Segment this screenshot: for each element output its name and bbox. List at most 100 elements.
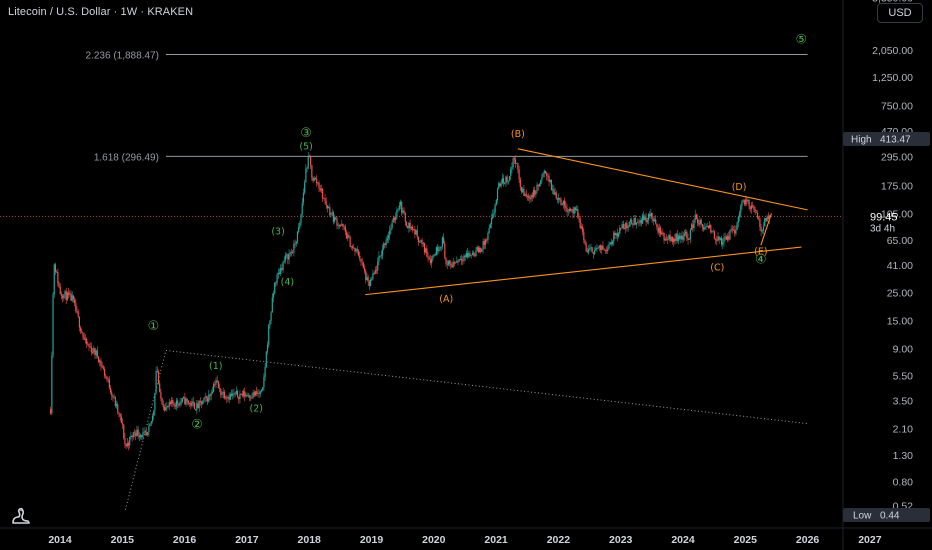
candle-body [343,226,345,228]
candle-body [402,210,404,213]
candle-body [447,261,450,265]
candle-body [275,282,277,284]
y-tick-label: 105.00 [881,208,913,220]
candle-body [199,400,202,402]
candle-body [730,229,732,231]
candle-body [75,302,77,312]
candle-body [590,247,592,249]
candle-body [64,291,66,295]
candle-body [339,225,342,227]
candle-body [587,249,590,253]
candle-body [362,262,364,268]
candle-body [70,293,72,301]
candle-body [95,350,97,356]
candle-body [578,217,580,219]
candle-body [756,212,759,219]
candle-body [175,400,178,407]
trend-line[interactable] [365,246,802,296]
candle-body [109,388,112,393]
candle-body [645,217,647,223]
candle-body [431,258,433,264]
wave-label: (A) [439,294,453,305]
candle-body [204,396,206,398]
candle-body [662,232,664,234]
candle-body [300,214,302,223]
candle-body [154,392,156,412]
candle-body [619,227,621,234]
x-tick-label: 2014 [48,534,72,546]
candle-body [314,178,317,180]
candle-body [652,219,654,222]
candle-body [185,398,187,405]
candle-body [101,365,103,368]
candle-body [167,406,169,407]
candle-body [71,295,73,301]
candle-body [543,170,545,174]
candle-body [179,401,181,406]
candle-body [477,247,479,253]
wave-label: (C) [710,262,724,273]
candle-body [117,404,119,413]
candle-body [209,394,211,396]
candle-body [160,391,162,399]
candle-body [579,218,581,229]
candle-body [661,232,663,235]
candle-body [335,217,337,219]
candle-body [634,218,636,225]
candle-body [476,247,478,252]
candle-body [541,177,543,181]
candle-body [50,409,52,414]
candle-body [157,371,160,384]
candle-body [144,431,146,433]
candle-body [401,201,403,213]
candle-body [611,241,614,245]
candle-body [415,230,417,235]
candle-body [238,396,240,400]
candle-body [292,252,294,253]
candle-body [561,204,563,206]
candle-body [524,194,526,196]
candle-body [161,398,163,405]
wave-label: (D) [732,182,747,193]
trend-line[interactable] [124,350,167,510]
candle-body [532,189,535,198]
candle-body [216,380,218,382]
candle-body [544,170,547,174]
candle-body [505,176,507,184]
currency-button[interactable]: USD [877,3,923,23]
candle-body [316,179,318,184]
candle-body [583,231,585,241]
candle-body [59,286,61,295]
candle-body [754,209,756,213]
candle-body [386,238,388,241]
candle-body [434,254,436,256]
candle-body [496,188,499,200]
tradingview-logo-icon[interactable] [10,506,32,531]
candle-body [89,346,91,348]
candle-body [166,406,168,408]
candle-body [169,401,172,404]
candle-body [72,295,75,300]
trend-line[interactable] [165,349,808,425]
candle-body [198,400,200,409]
x-tick-label: 2025 [734,534,758,546]
candle-body [553,189,555,195]
candle-body [631,219,633,225]
high-value: 413.47 [880,135,911,146]
candle-body [761,230,763,232]
candle-body [550,179,553,191]
candle-body [99,360,101,363]
candle-body [736,222,738,230]
trend-line[interactable] [517,148,808,211]
candle-body [686,231,688,239]
candle-body [598,245,600,248]
candle-body [397,209,399,211]
candle-body [323,198,325,200]
candle-body [432,255,434,259]
candle-body [135,433,137,436]
candle-body [471,253,473,256]
candle-body [441,237,444,247]
candle-body [228,396,230,400]
candle-body [487,233,489,241]
